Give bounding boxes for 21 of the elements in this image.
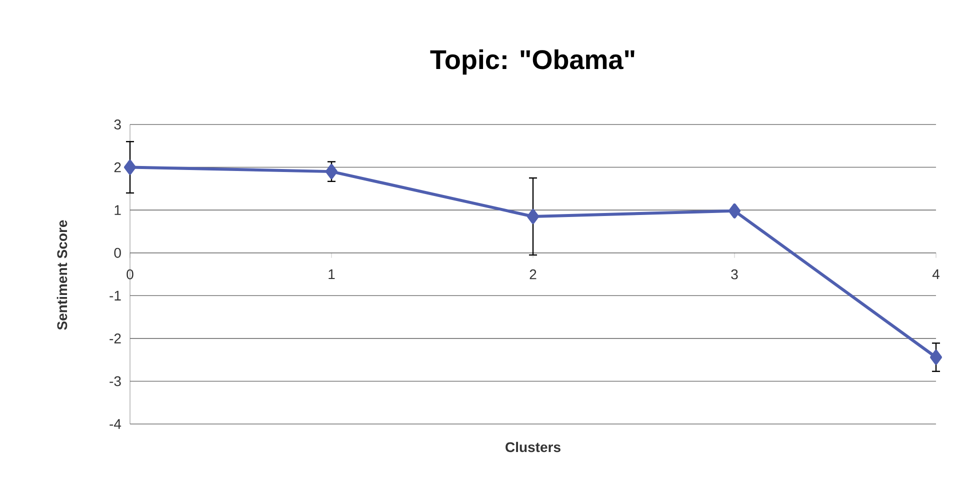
point <box>527 208 540 224</box>
y-tick-label: 2 <box>114 162 121 172</box>
x-tick-label: 2 <box>530 269 536 280</box>
y-tick-label: 1 <box>114 205 121 215</box>
point <box>124 160 136 175</box>
point <box>930 350 942 365</box>
x-axis-title: Clusters <box>506 442 560 452</box>
y-tick-label: 3 <box>114 120 121 130</box>
x-tick-label: 0 <box>126 269 134 280</box>
chart-title: Topic: "Obama" <box>430 49 634 75</box>
y-axis-title: Sentiment Score <box>56 220 68 330</box>
y-tick-label: -3 <box>110 376 121 386</box>
point <box>326 164 338 180</box>
point <box>728 203 741 218</box>
y-tick-label: -4 <box>110 419 122 429</box>
x-tick-label: 1 <box>328 269 335 280</box>
y-tick-label: 0 <box>114 248 121 258</box>
y-tick-label: -2 <box>110 334 121 344</box>
x-tick-label: 4 <box>932 269 940 280</box>
x-tick-label: 3 <box>731 269 738 280</box>
y-tick-label: -1 <box>110 290 121 300</box>
